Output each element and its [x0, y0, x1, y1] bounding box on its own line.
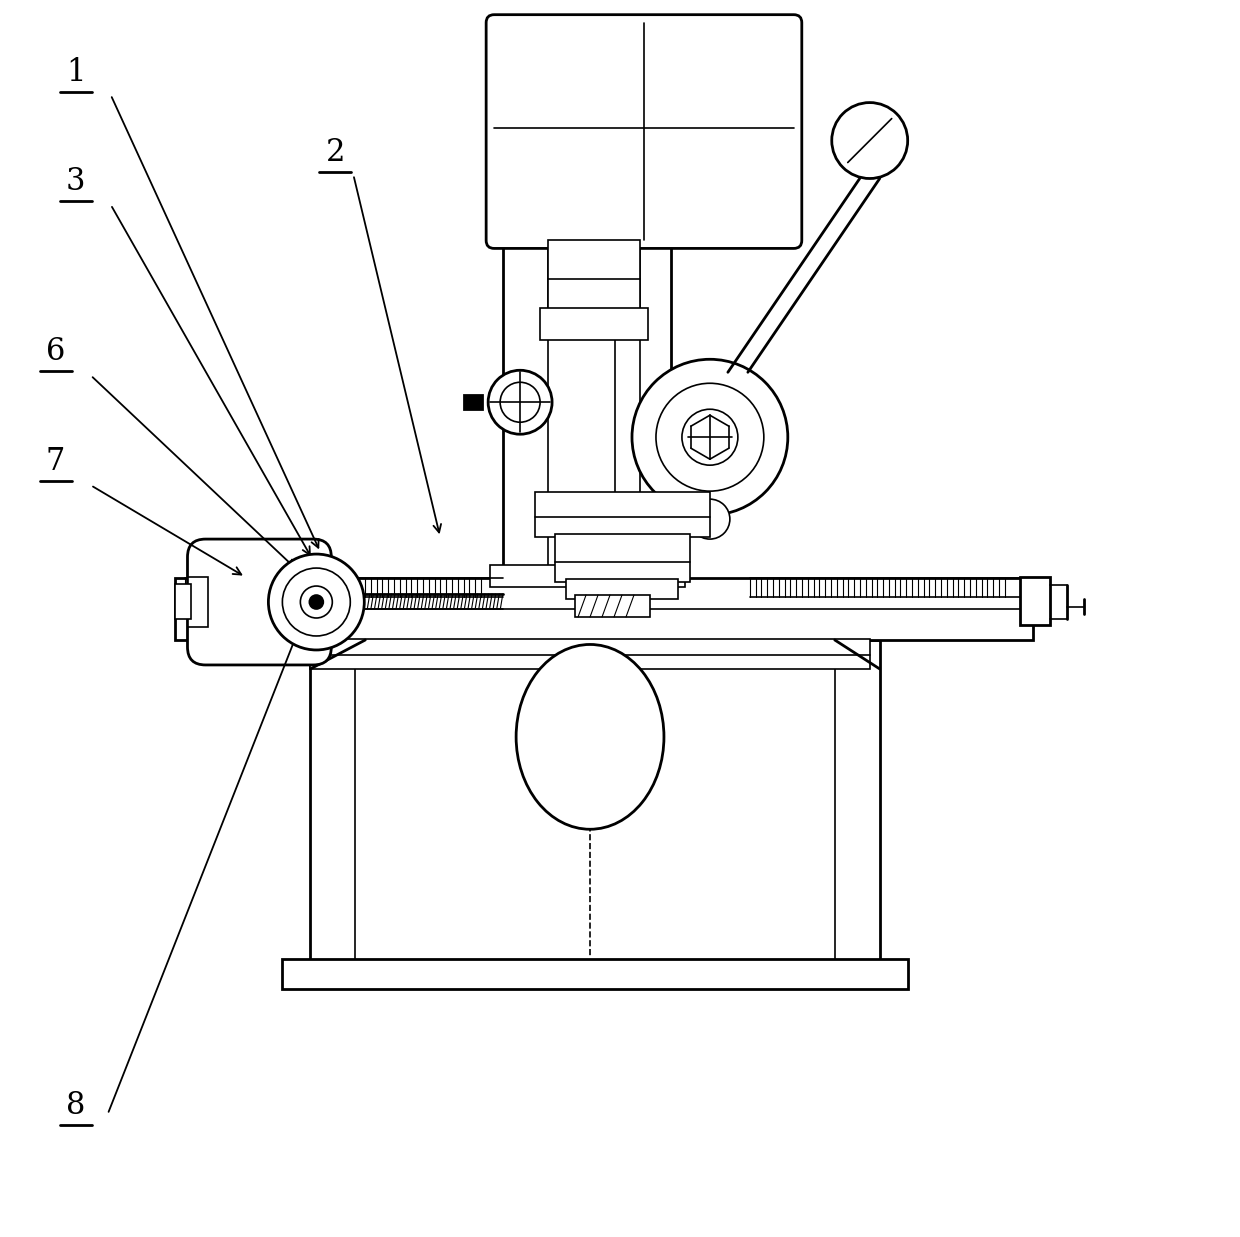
- FancyBboxPatch shape: [548, 240, 640, 310]
- FancyBboxPatch shape: [575, 595, 650, 617]
- Circle shape: [568, 715, 613, 758]
- Circle shape: [489, 370, 552, 434]
- Text: 2: 2: [326, 136, 345, 167]
- Text: 6: 6: [46, 336, 66, 367]
- Text: 3: 3: [66, 167, 86, 198]
- FancyBboxPatch shape: [176, 584, 191, 618]
- Text: 8: 8: [66, 1091, 86, 1122]
- Text: 1: 1: [66, 57, 86, 88]
- Ellipse shape: [516, 644, 663, 829]
- FancyBboxPatch shape: [536, 492, 709, 537]
- Text: 7: 7: [46, 447, 66, 477]
- FancyBboxPatch shape: [188, 576, 208, 627]
- Circle shape: [268, 554, 365, 649]
- Circle shape: [585, 732, 595, 742]
- Circle shape: [300, 586, 332, 618]
- Circle shape: [206, 607, 246, 647]
- Circle shape: [283, 568, 351, 636]
- FancyBboxPatch shape: [503, 71, 671, 569]
- Circle shape: [309, 595, 324, 609]
- FancyBboxPatch shape: [464, 396, 482, 409]
- FancyBboxPatch shape: [486, 15, 802, 249]
- FancyBboxPatch shape: [176, 578, 1033, 640]
- FancyBboxPatch shape: [310, 640, 869, 669]
- FancyBboxPatch shape: [283, 959, 908, 988]
- Circle shape: [206, 557, 246, 597]
- Circle shape: [682, 409, 738, 465]
- Circle shape: [656, 383, 764, 491]
- Circle shape: [500, 382, 541, 422]
- Circle shape: [632, 359, 787, 515]
- FancyBboxPatch shape: [206, 557, 314, 647]
- FancyBboxPatch shape: [310, 640, 879, 960]
- Circle shape: [832, 103, 908, 178]
- FancyBboxPatch shape: [541, 308, 649, 340]
- FancyBboxPatch shape: [567, 579, 678, 599]
- Circle shape: [578, 725, 603, 748]
- FancyBboxPatch shape: [556, 534, 689, 583]
- Circle shape: [689, 500, 730, 539]
- FancyBboxPatch shape: [490, 565, 684, 588]
- FancyBboxPatch shape: [187, 539, 331, 666]
- FancyBboxPatch shape: [1019, 576, 1049, 625]
